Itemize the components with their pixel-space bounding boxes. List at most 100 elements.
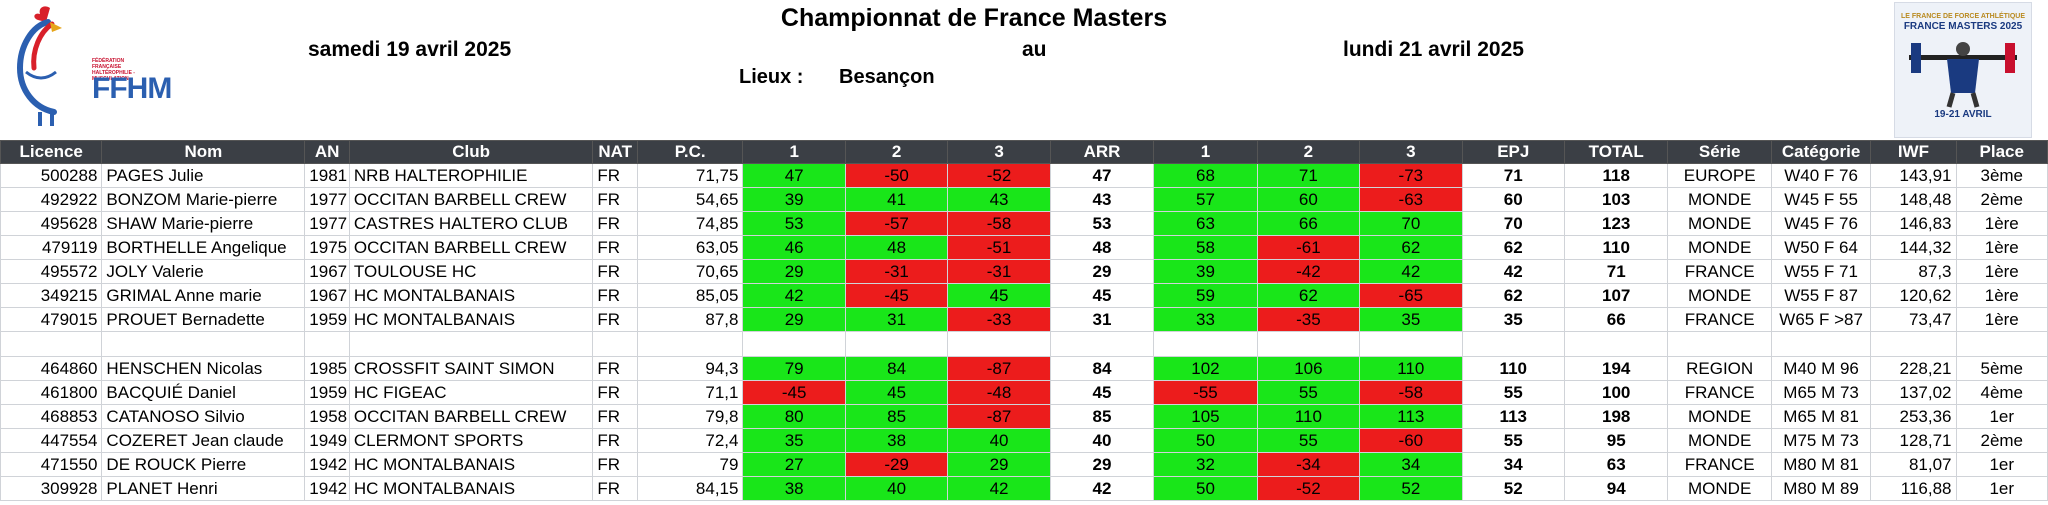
cell-club: HC MONTALBANAIS [348,476,594,501]
cell-e3: 42 [1359,259,1463,284]
cell-club: TOULOUSE HC [348,259,594,284]
cell-s1: 35 [742,428,846,453]
cell-iwf: 146,83 [1870,211,1957,236]
cell-licence: 479015 [0,307,103,332]
cell-an: 1958 [304,404,350,429]
column-header: AN [304,140,350,164]
cell-epj: 110 [1461,356,1565,381]
end-date: lundi 21 avril 2025 [1343,38,1524,61]
cell-arr: 45 [1049,380,1155,405]
location-label: Lieux : [739,66,804,88]
column-header: 1 [1153,140,1258,164]
cell-s2: -50 [844,163,949,188]
cell-categorie: W45 F 76 [1770,211,1872,236]
column-header: EPJ [1461,140,1565,164]
cell-s3: -87 [947,404,1051,429]
cell-iwf: 87,3 [1870,259,1957,284]
cell-nom: SHAW Marie-pierre [101,211,306,236]
cell-iwf: 148,48 [1870,187,1957,212]
cell-total: 123 [1563,211,1669,236]
cell-place: 1ère [1955,283,2048,308]
column-header: Licence [0,140,103,164]
table-row: 309928 PLANET Henri 1942 HC MONTALBANAIS FR 8… [0,476,2048,501]
cell-iwf: 116,88 [1870,476,1957,501]
cell-total: 100 [1563,380,1669,405]
cell-s3: -48 [947,380,1051,405]
cell-iwf: 73,47 [1870,307,1957,332]
cell-s3: 43 [947,187,1051,212]
cell-e1: 59 [1153,283,1258,308]
cell-arr: 43 [1049,187,1155,212]
cell-pc: 70,65 [636,259,744,284]
column-header: 2 [1256,140,1361,164]
cell-e3: 52 [1359,476,1463,501]
group-spacer-row [0,331,2048,357]
table-row: 495628 SHAW Marie-pierre 1977 CASTRES HALTE… [0,211,2048,236]
cell-categorie: W45 F 55 [1770,187,1872,212]
cell-total: 66 [1563,307,1669,332]
page-header: FÉDÉRATION FRANÇAISE HALTÉROPHILIE - MUS… [0,0,2048,138]
cell-e1: 58 [1153,235,1258,260]
cell-pc: 63,05 [636,235,744,260]
cell-total: 198 [1563,404,1669,429]
cell-total: 110 [1563,235,1669,260]
logo-name: FFHM [92,72,172,105]
cell-e3: -73 [1359,163,1463,188]
column-header: 3 [1359,140,1463,164]
cell-s3: -52 [947,163,1051,188]
cell-club: HC MONTALBANAIS [348,307,594,332]
column-header: IWF [1870,140,1957,164]
cell-licence: 495572 [0,259,103,284]
cell-pc: 87,8 [636,307,744,332]
cell-e1: 50 [1153,476,1258,501]
cell-categorie: M65 M 81 [1770,404,1872,429]
empty-cell [101,331,306,357]
cell-licence: 471550 [0,452,103,477]
cell-place: 2ème [1955,187,2048,212]
cell-iwf: 128,71 [1870,428,1957,453]
cell-categorie: W50 F 64 [1770,235,1872,260]
cell-s2: 85 [844,404,949,429]
column-header: Club [348,140,594,164]
cell-serie: FRANCE [1667,452,1772,477]
location-value: Besançon [839,66,935,88]
cell-e1: 32 [1153,452,1258,477]
cell-s3: -33 [947,307,1051,332]
poster-top-text: LE FRANCE DE FORCE ATHLÉTIQUE [1900,13,2026,20]
cell-epj: 55 [1461,380,1565,405]
cell-licence: 349215 [0,283,103,308]
cell-e3: 70 [1359,211,1463,236]
cell-s1: 38 [742,476,846,501]
empty-cell [1049,331,1155,357]
cell-nom: JOLY Valerie [101,259,306,284]
cell-s2: 40 [844,476,949,501]
cell-nat: FR [592,452,638,477]
cell-epj: 71 [1461,163,1565,188]
column-header: TOTAL [1563,140,1669,164]
cell-nom: DE ROUCK Pierre [101,452,306,477]
cell-e1: 50 [1153,428,1258,453]
cell-e1: 63 [1153,211,1258,236]
cell-licence: 468853 [0,404,103,429]
cell-place: 1ère [1955,307,2048,332]
column-header: ARR [1049,140,1155,164]
cell-s1: 42 [742,283,846,308]
column-header: P.C. [636,140,744,164]
cell-epj: 60 [1461,187,1565,212]
cell-e3: -65 [1359,283,1463,308]
cell-place: 1er [1955,452,2048,477]
empty-cell [1667,331,1772,357]
cell-total: 71 [1563,259,1669,284]
cell-e1: -55 [1153,380,1258,405]
cell-arr: 53 [1049,211,1155,236]
cell-nat: FR [592,211,638,236]
cell-total: 63 [1563,452,1669,477]
cell-club: OCCITAN BARBELL CREW [348,404,594,429]
cell-categorie: M80 M 81 [1770,452,1872,477]
cell-arr: 42 [1049,476,1155,501]
empty-cell [947,331,1051,357]
cell-nom: PROUET Bernadette [101,307,306,332]
table-row: 464860 HENSCHEN Nicolas 1985 CROSSFIT SAINT… [0,356,2048,381]
cell-s3: -51 [947,235,1051,260]
cell-pc: 85,05 [636,283,744,308]
